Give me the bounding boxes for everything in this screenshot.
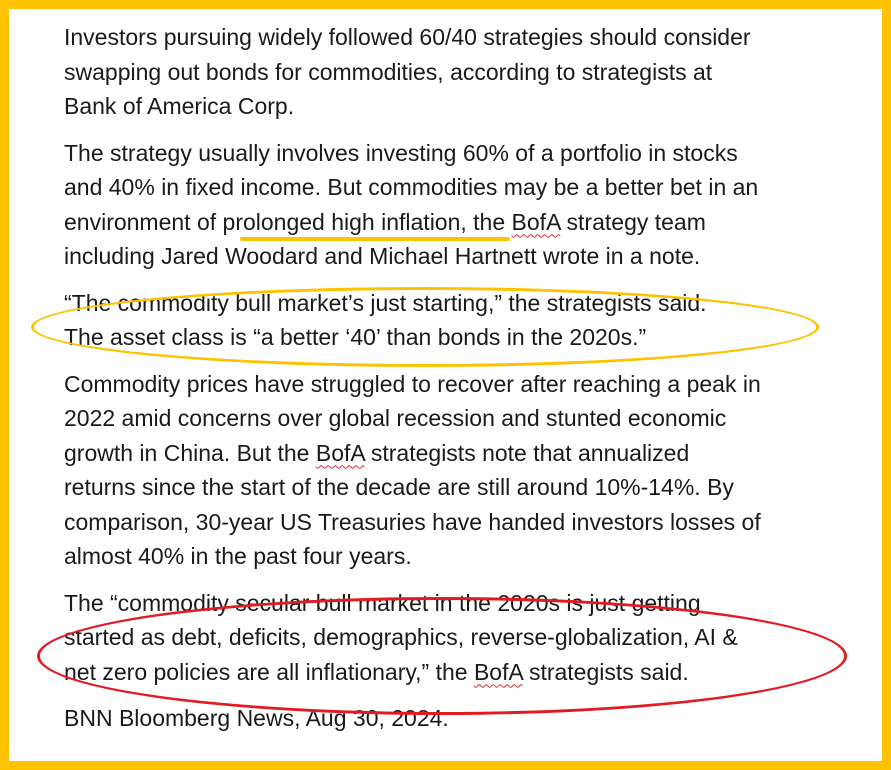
text-line: Investors pursuing widely followed 60/40… <box>64 24 751 50</box>
highlighted-phrase: prolonged high inflation <box>222 208 461 235</box>
red-circle-annotation <box>37 597 847 715</box>
text-segment: strategy team <box>560 208 706 235</box>
text-line: The strategy usually involves investing … <box>64 139 738 166</box>
text-line: Commodity prices have struggled to recov… <box>64 370 761 397</box>
spellcheck-word: BofA <box>315 439 365 466</box>
text-segment: environment of <box>64 208 223 235</box>
text-line: and 40% in fixed income. But commodities… <box>64 174 759 200</box>
text-line: returns since the start of the decade ar… <box>64 474 734 500</box>
text-line: 2022 amid concerns over global recession… <box>64 405 727 431</box>
text-segment: growth in China. But the <box>64 439 316 466</box>
paragraph-intro: Investors pursuing widely followed 60/40… <box>64 20 864 124</box>
text-line: including Jared Woodard and Michael Hart… <box>64 243 701 269</box>
spellcheck-word: BofA <box>511 208 561 235</box>
text-segment: , the <box>460 208 512 235</box>
text-line: comparison, 30-year US Treasuries have h… <box>64 508 761 535</box>
paragraph-prices: Commodity prices have struggled to recov… <box>64 367 864 574</box>
text-line: swapping out bonds for commodities, acco… <box>64 58 713 85</box>
text-line: growth in China. But the BofA strategist… <box>64 436 864 471</box>
text-line: almost 40% in the past four years. <box>64 543 412 569</box>
yellow-circle-annotation <box>31 287 819 367</box>
paragraph-strategy: The strategy usually involves investing … <box>64 136 864 274</box>
text-segment: strategists note that annualized <box>364 439 690 466</box>
text-line: Bank of America Corp. <box>64 93 295 119</box>
text-line: environment of prolonged high inflation,… <box>64 205 864 240</box>
highlight-underline <box>240 237 510 241</box>
